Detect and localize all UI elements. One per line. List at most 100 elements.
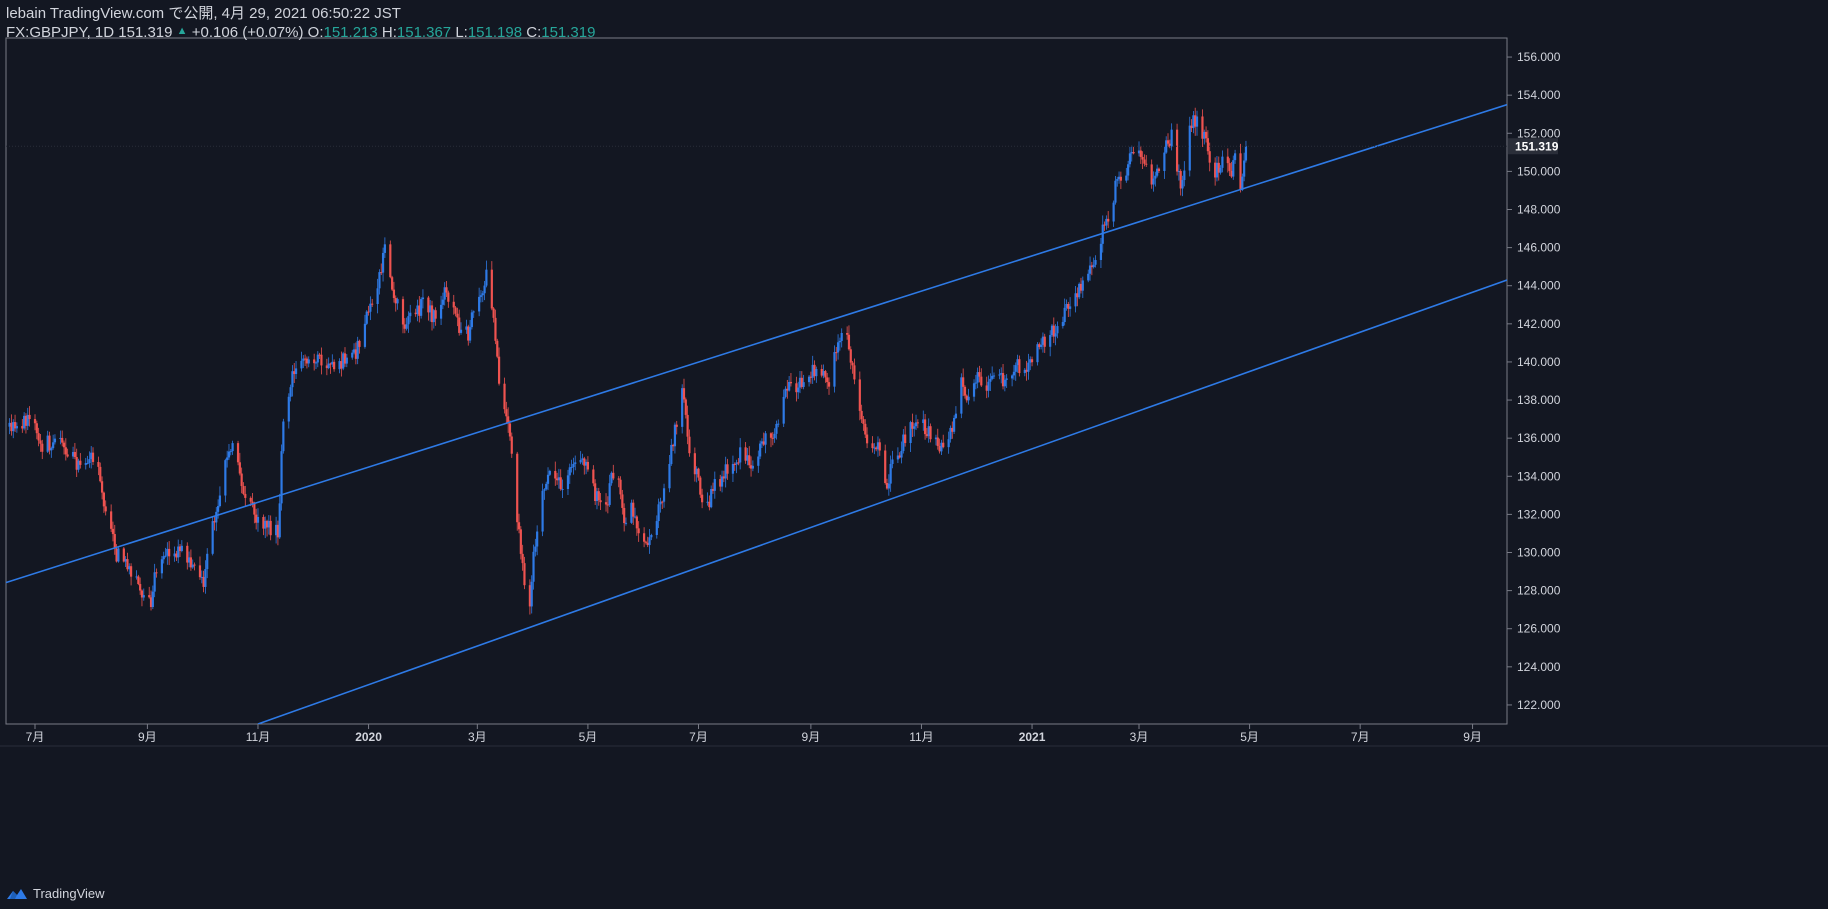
candle-body: [129, 566, 133, 577]
candle: [1157, 167, 1161, 173]
candle: [711, 482, 715, 494]
candle-body: [992, 375, 996, 377]
candle: [276, 520, 280, 546]
candle: [316, 351, 319, 368]
candle-body: [318, 354, 321, 356]
candle: [887, 474, 890, 496]
candle-body: [1050, 325, 1054, 336]
candle: [236, 440, 240, 466]
candle-body: [853, 365, 856, 380]
candle-body: [942, 442, 945, 448]
candle: [472, 310, 475, 318]
last-price-badge: [1508, 138, 1558, 155]
candle-body: [1127, 164, 1130, 176]
candle-body: [954, 413, 958, 418]
candle: [1038, 342, 1041, 350]
candle-body: [896, 455, 899, 460]
candle-body: [643, 533, 646, 542]
candle: [1012, 364, 1016, 380]
candle-body: [1027, 362, 1030, 372]
candle: [952, 415, 956, 434]
candle-body: [483, 285, 486, 294]
candle-body: [657, 504, 660, 522]
candle-body: [782, 396, 785, 424]
candle-body: [71, 452, 75, 457]
candle-body: [363, 323, 367, 347]
footer-brand[interactable]: TradingView: [33, 886, 105, 901]
candle-body: [200, 576, 203, 578]
candle-body: [574, 462, 577, 464]
candle-body: [675, 424, 678, 427]
candle: [389, 240, 392, 279]
candle: [1179, 169, 1182, 196]
candle-body: [1177, 171, 1180, 173]
candle: [345, 353, 348, 368]
candle: [1018, 355, 1021, 377]
candle: [951, 421, 954, 439]
change-value: +0.106 (+0.07%): [191, 24, 304, 41]
candle-body: [269, 520, 272, 536]
candle-body: [342, 353, 345, 369]
candle-body: [416, 305, 419, 315]
candle: [91, 447, 95, 466]
candle-body: [1156, 168, 1159, 176]
candle-body: [519, 529, 522, 554]
candle-body: [516, 453, 519, 523]
candle-body: [35, 423, 38, 434]
candle-body: [1228, 163, 1231, 171]
candle: [624, 517, 628, 526]
candle-body: [720, 476, 724, 487]
candle: [1036, 342, 1039, 366]
candle-body: [21, 426, 24, 429]
candle: [507, 407, 510, 433]
candle-body: [1141, 156, 1144, 160]
candle: [581, 453, 584, 465]
x-tick-label: 9月: [138, 730, 157, 744]
candle: [302, 355, 305, 369]
close-label: C:: [526, 24, 542, 41]
candle: [786, 379, 789, 399]
candle-body: [249, 497, 252, 502]
candle: [198, 556, 202, 580]
candle: [974, 374, 977, 390]
x-tick-label: 9月: [802, 730, 821, 744]
candle: [490, 261, 493, 311]
candle-body: [468, 327, 472, 341]
candle: [15, 422, 18, 433]
candle: [788, 376, 791, 392]
candle: [508, 420, 512, 441]
candle-body: [838, 340, 841, 343]
candle: [876, 436, 880, 457]
candle-body: [878, 442, 881, 451]
candle-body: [963, 386, 967, 396]
candle-body: [142, 595, 145, 598]
candle-body: [517, 522, 521, 530]
candle: [851, 361, 854, 374]
candle-body: [151, 591, 154, 608]
candle: [960, 373, 963, 419]
candle: [10, 414, 13, 436]
candle-body: [503, 383, 506, 410]
candle-body: [240, 473, 243, 487]
candle: [1052, 317, 1055, 344]
candle: [1128, 146, 1132, 168]
candle: [380, 263, 383, 276]
candle-body: [934, 437, 938, 440]
candle: [505, 401, 508, 424]
candle-body: [470, 312, 473, 328]
candle: [1181, 175, 1184, 197]
candle-body: [751, 465, 754, 469]
candle-body: [224, 460, 227, 496]
candle: [695, 466, 698, 483]
candle-body: [383, 244, 386, 253]
candle: [327, 357, 330, 370]
candle: [1239, 143, 1242, 193]
candle-body: [1203, 131, 1206, 139]
candle: [675, 420, 678, 435]
candle: [688, 429, 691, 457]
channel-upper-trendline: [6, 103, 1507, 584]
candle: [1107, 211, 1110, 229]
candle: [1056, 321, 1059, 339]
candle-body: [559, 477, 562, 490]
